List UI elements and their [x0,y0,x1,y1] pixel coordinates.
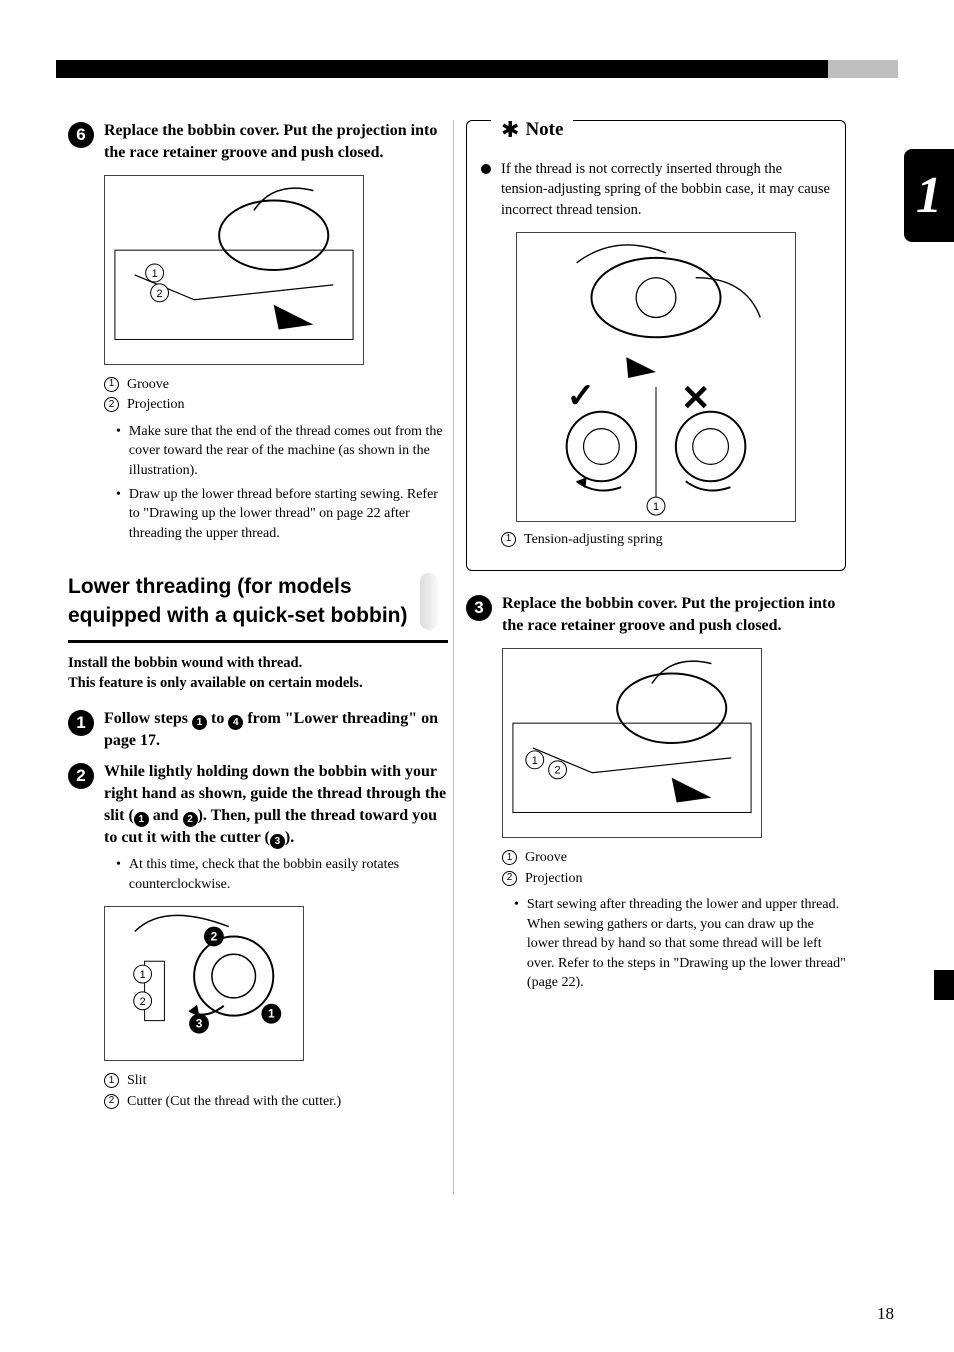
step-1: 1 Follow steps 1 to 4 from "Lower thread… [68,708,448,752]
left-column: 6 Replace the bobbin cover. Put the proj… [68,120,448,1116]
step-title: Follow steps 1 to 4 from "Lower threadin… [104,708,448,752]
ref-badge: 1 [134,812,149,827]
section-intro: Install the bobbin wound with thread. Th… [68,653,448,694]
svg-text:2: 2 [211,930,218,944]
callout-label: Tension-adjusting spring [524,530,663,550]
text: ). [285,829,294,846]
step-title: Replace the bobbin cover. Put the projec… [502,593,846,636]
text: Follow steps [104,710,192,727]
note-box: ✱ Note If the thread is not correctly in… [466,120,846,571]
note-text: If the thread is not correctly inserted … [501,159,831,220]
callout-num: 2 [104,397,119,412]
figure-tension-spring: ✓ ✕ 1 [481,232,831,522]
svg-text:2: 2 [140,996,146,1008]
callout-num: 1 [104,377,119,392]
step-number-icon: 6 [68,122,94,148]
header-bar [56,60,898,78]
step-2: 2 While lightly holding down the bobbin … [68,761,448,849]
figure-bobbin-cover-2: 1 2 [502,648,846,838]
illustration-placeholder: 2 1 3 1 2 [104,906,304,1061]
callout-list: 1 Groove 2 Projection [502,848,846,889]
bullet-text: At this time, check that the bobbin easi… [129,855,448,894]
svg-text:2: 2 [555,765,561,777]
bullet-text: Make sure that the end of the thread com… [129,422,448,481]
svg-text:1: 1 [653,501,659,513]
svg-text:✓: ✓ [567,377,595,415]
step-3: 3 Replace the bobbin cover. Put the proj… [466,593,846,636]
bullet-dot: • [116,485,121,544]
svg-text:2: 2 [157,288,163,300]
svg-text:1: 1 [268,1007,275,1021]
text: to [207,710,228,727]
bullet-dot: • [514,895,519,993]
callout-label: Groove [127,375,169,395]
callout-list: 1 Slit 2 Cutter (Cut the thread with the c… [104,1071,448,1112]
callout-label: Projection [127,395,185,415]
figure-slit-cutter: 2 1 3 1 2 [104,906,448,1061]
chapter-tab: 1 [904,149,954,242]
bullet-text: Start sewing after threading the lower a… [527,895,846,993]
callout-num: 1 [501,532,516,547]
page-number: 18 [877,1304,894,1324]
bullet-dot [481,164,491,174]
ref-badge: 3 [270,834,285,849]
intro-line: Install the bobbin wound with thread. [68,653,448,673]
svg-text:1: 1 [532,755,538,767]
heading-shadow [420,573,438,630]
note-title: Note [525,119,563,141]
bullet-list: •Start sewing after threading the lower … [514,895,846,993]
callout-list: 1 Tension-adjusting spring [501,530,831,550]
callout-list: 1 Groove 2 Projection [104,375,448,416]
step-number-icon: 3 [466,595,492,621]
bullet-list: •Make sure that the end of the thread co… [116,422,448,544]
callout-num: 1 [104,1073,119,1088]
svg-text:1: 1 [152,268,158,280]
text: and [149,807,183,824]
note-bullet: If the thread is not correctly inserted … [481,159,831,220]
step-title: While lightly holding down the bobbin wi… [104,761,448,849]
svg-text:✕: ✕ [681,378,711,418]
step-title: Replace the bobbin cover. Put the projec… [104,120,448,163]
callout-num: 2 [104,1094,119,1109]
illustration-placeholder: 1 2 [502,648,762,838]
bullet-dot: • [116,855,121,894]
ref-badge: 1 [192,715,207,730]
bullet-text: Draw up the lower thread before starting… [129,485,448,544]
callout-label: Slit [127,1071,146,1091]
svg-text:3: 3 [196,1017,203,1031]
ref-badge: 4 [228,715,243,730]
step-number-icon: 1 [68,710,94,736]
section-heading: Lower threading (for models equipped wit… [68,563,448,643]
note-icon: ✱ [501,119,519,141]
step-6: 6 Replace the bobbin cover. Put the proj… [68,120,448,163]
bullet-list: •At this time, check that the bobbin eas… [116,855,448,894]
column-divider [453,120,454,1195]
callout-label: Projection [525,869,583,889]
illustration-placeholder: 1 2 [104,175,364,365]
ref-badge: 2 [183,812,198,827]
callout-num: 1 [502,850,517,865]
section-title: Lower threading (for models equipped wit… [68,573,408,630]
callout-num: 2 [502,871,517,886]
right-column: ✱ Note If the thread is not correctly in… [466,120,846,997]
thumb-tab [934,970,954,1000]
svg-text:1: 1 [140,969,146,981]
callout-label: Cutter (Cut the thread with the cutter.) [127,1092,341,1112]
illustration-placeholder: ✓ ✕ 1 [516,232,796,522]
bullet-dot: • [116,422,121,481]
intro-line: This feature is only available on certai… [68,673,448,693]
figure-bobbin-cover: 1 2 [104,175,448,365]
note-heading: ✱ Note [491,119,573,141]
callout-label: Groove [525,848,567,868]
step-number-icon: 2 [68,763,94,789]
